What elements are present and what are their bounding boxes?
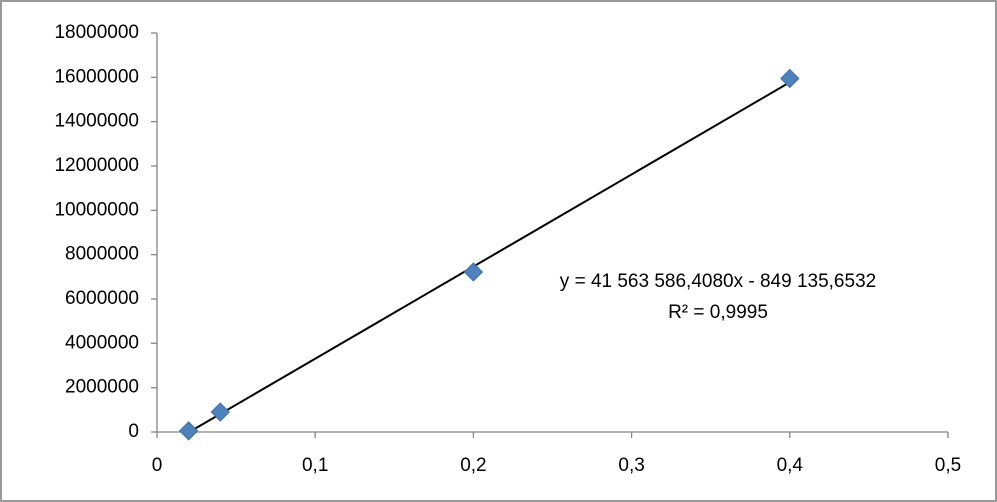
marker	[780, 68, 800, 89]
y-tick-label: 6000000	[65, 288, 139, 309]
y-tick-label: 8000000	[65, 244, 139, 265]
x-tick-label: 0,3	[618, 455, 644, 476]
trendline-r2: R² = 0,9995	[668, 302, 768, 323]
x-tick-label: 0,5	[935, 455, 961, 476]
marker	[178, 421, 199, 441]
x-tick-label: 0,2	[460, 455, 486, 476]
y-tick-label: 14000000	[54, 111, 139, 132]
x-tick-label: 0,1	[302, 455, 328, 476]
trendline	[188, 81, 791, 434]
y-tick-label: 10000000	[54, 199, 139, 220]
y-tick-label: 18000000	[54, 22, 139, 43]
marker	[210, 402, 230, 422]
x-tick-label: 0,4	[777, 455, 804, 476]
marker	[463, 262, 484, 282]
y-tick-label: 16000000	[54, 66, 139, 87]
x-tick-label: 0	[152, 455, 163, 476]
y-tick-label: 12000000	[54, 155, 139, 176]
y-tick-label: 0	[128, 421, 139, 442]
y-tick-label: 4000000	[65, 332, 139, 353]
y-tick-label: 2000000	[65, 377, 139, 398]
trendline-equation: y = 41 563 586,4080x - 849 135,6532	[560, 271, 876, 292]
